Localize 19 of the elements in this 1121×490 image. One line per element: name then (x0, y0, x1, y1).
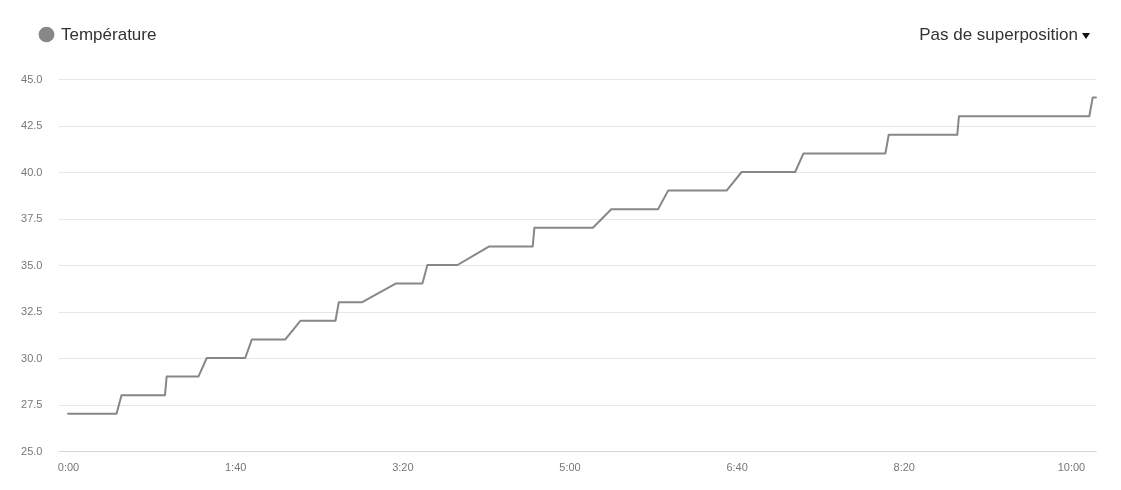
x-tick-label: 10:00 (1057, 460, 1086, 473)
text: Pas de superposition (919, 25, 1078, 44)
line-series (67, 96, 1097, 415)
x-tick-label: 8:20 (893, 460, 915, 473)
y-tick-label: 32.5 (21, 305, 43, 317)
x-tick-label: 1:40 (224, 460, 247, 473)
y-tick-label: 42.5 (21, 119, 43, 131)
x-tick-label: 5:00 (559, 460, 581, 473)
y-tick-label: 35.0 (21, 258, 43, 271)
legend-label: Température (61, 24, 157, 44)
y-tick-label: 45.0 (21, 72, 43, 85)
y-tick-label: 30.0 (21, 351, 43, 364)
y-tick-label: 37.5 (21, 212, 43, 224)
y-tick-label: 27.5 (21, 398, 43, 410)
x-tick-label: 3:20 (392, 460, 414, 473)
y-tick-label: 40.0 (21, 165, 43, 178)
y-tick-label: 25.0 (21, 444, 43, 457)
x-tick-label: 0:00 (57, 460, 80, 473)
x-tick-label: 6:40 (726, 460, 748, 473)
